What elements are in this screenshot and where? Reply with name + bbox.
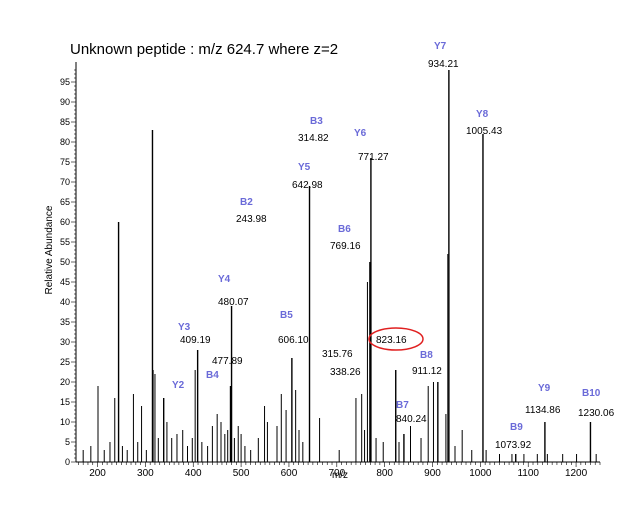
x-tick-label: 1200 (565, 468, 588, 479)
mz-label-480.07: 480.07 (218, 297, 249, 308)
x-tick-label: 1100 (517, 468, 539, 479)
ion-label-B4: B4 (206, 370, 219, 381)
x-tick-label: 900 (424, 468, 441, 479)
plot-area: 0 5 10 15 20 25 30 35 40 45 50 55 60 65 70 75 80 85 90 95 2… (60, 41, 615, 479)
y-tick-label: 15 (60, 397, 70, 407)
mz-label-314.82: 314.82 (298, 133, 329, 144)
mz-label-771.27: 771.27 (358, 152, 389, 163)
ion-label-Y7: Y7 (434, 41, 447, 52)
x-tick-label: 400 (185, 468, 202, 479)
ion-label-Y2: Y2 (172, 380, 185, 391)
mz-label-642.98: 642.98 (292, 180, 323, 191)
x-axis: 200 300 400 500 600 700 800 900 1000 1100 1200 (76, 461, 601, 479)
mz-label-409.19: 409.19 (180, 335, 211, 346)
mz-label-1005.43: 1005.43 (466, 126, 503, 137)
mz-label-1134.86: 1134.86 (525, 405, 561, 416)
ion-label-B9: B9 (510, 422, 523, 433)
y-tick-label: 75 (60, 157, 70, 167)
mz-label-911.12: 911.12 (412, 366, 442, 377)
y-tick-label: 5 (65, 437, 70, 447)
ion-label-B6: B6 (338, 224, 351, 235)
mz-label-769.16: 769.16 (330, 241, 361, 252)
y-tick-label: 10 (60, 417, 70, 427)
y-tick-label: 40 (60, 297, 70, 307)
y-tick-label: 85 (60, 117, 70, 127)
x-tick-label: 200 (89, 468, 106, 479)
y-tick-label: 50 (60, 257, 70, 267)
y-axis-label: Relative Abundance (44, 205, 55, 294)
chart-title: Unknown peptide : m/z 624.7 where z=2 (70, 41, 338, 58)
x-axis-label: m/z (332, 470, 348, 481)
y-tick-label: 45 (60, 277, 70, 287)
y-tick-label: 80 (60, 137, 70, 147)
ion-label-Y6: Y6 (354, 128, 367, 139)
y-tick-label: 35 (60, 317, 70, 327)
x-tick-label: 600 (281, 468, 298, 479)
y-axis: 0 5 10 15 20 25 30 35 40 45 50 55 60 65 70 75 80 85 90 95 (60, 62, 77, 467)
x-tick-label: 1000 (469, 468, 492, 479)
mz-label-338.26: 338.26 (330, 367, 361, 378)
ion-label-B2: B2 (240, 197, 253, 208)
y-tick-label: 30 (60, 337, 70, 347)
y-tick-label: 20 (60, 377, 70, 387)
x-tick-label: 700 (328, 468, 345, 479)
mz-label-243.98: 243.98 (236, 214, 267, 225)
y-tick-label: 65 (60, 197, 70, 207)
labeled-peaks (117, 70, 592, 462)
peak-labels: B2 243.98 B3 314.82 315.76 338.26 Y2 Y3 409.1947… (172, 41, 615, 451)
y-tick-label: 70 (60, 177, 70, 187)
y-tick-label: 60 (60, 217, 70, 227)
ion-label-Y3: Y3 (178, 322, 191, 333)
ion-label-Y4: Y4 (218, 274, 231, 285)
y-tick-label: 55 (60, 237, 70, 247)
mz-label-315.76: 315.76 (322, 349, 353, 360)
ion-label-Y8: Y8 (476, 109, 489, 120)
ion-label-Y9: Y9 (538, 383, 551, 394)
mz-label-840.24: 840.24 (396, 414, 427, 425)
ion-label-B8: B8 (420, 350, 433, 361)
x-tick-label: 300 (137, 468, 154, 479)
y-tick-label: 25 (60, 357, 70, 367)
mz-label-934.21: 934.21 (428, 59, 459, 70)
mz-label-606.10: 606.10 (278, 335, 309, 346)
mz-label-1073.92: 1073.92 (495, 440, 532, 451)
x-tick-label: 800 (376, 468, 393, 479)
y-tick-label: 95 (60, 77, 70, 87)
y-tick-label: 0 (65, 457, 70, 467)
mz-label-823.16: 823.16 (376, 335, 407, 346)
x-tick-label: 500 (233, 468, 250, 479)
minor-peaks (82, 254, 597, 462)
ion-label-B7: B7 (396, 400, 409, 411)
ion-label-Y5: Y5 (298, 162, 311, 173)
ion-label-B3: B3 (310, 116, 323, 127)
y-tick-label: 90 (60, 97, 70, 107)
ion-label-B5: B5 (280, 310, 293, 321)
mz-label-477.89: 477.89 (212, 356, 243, 367)
highlight-ellipse (368, 327, 424, 351)
ion-label-B10: B10 (582, 388, 601, 399)
mz-label-1230.06: 1230.06 (578, 408, 615, 419)
